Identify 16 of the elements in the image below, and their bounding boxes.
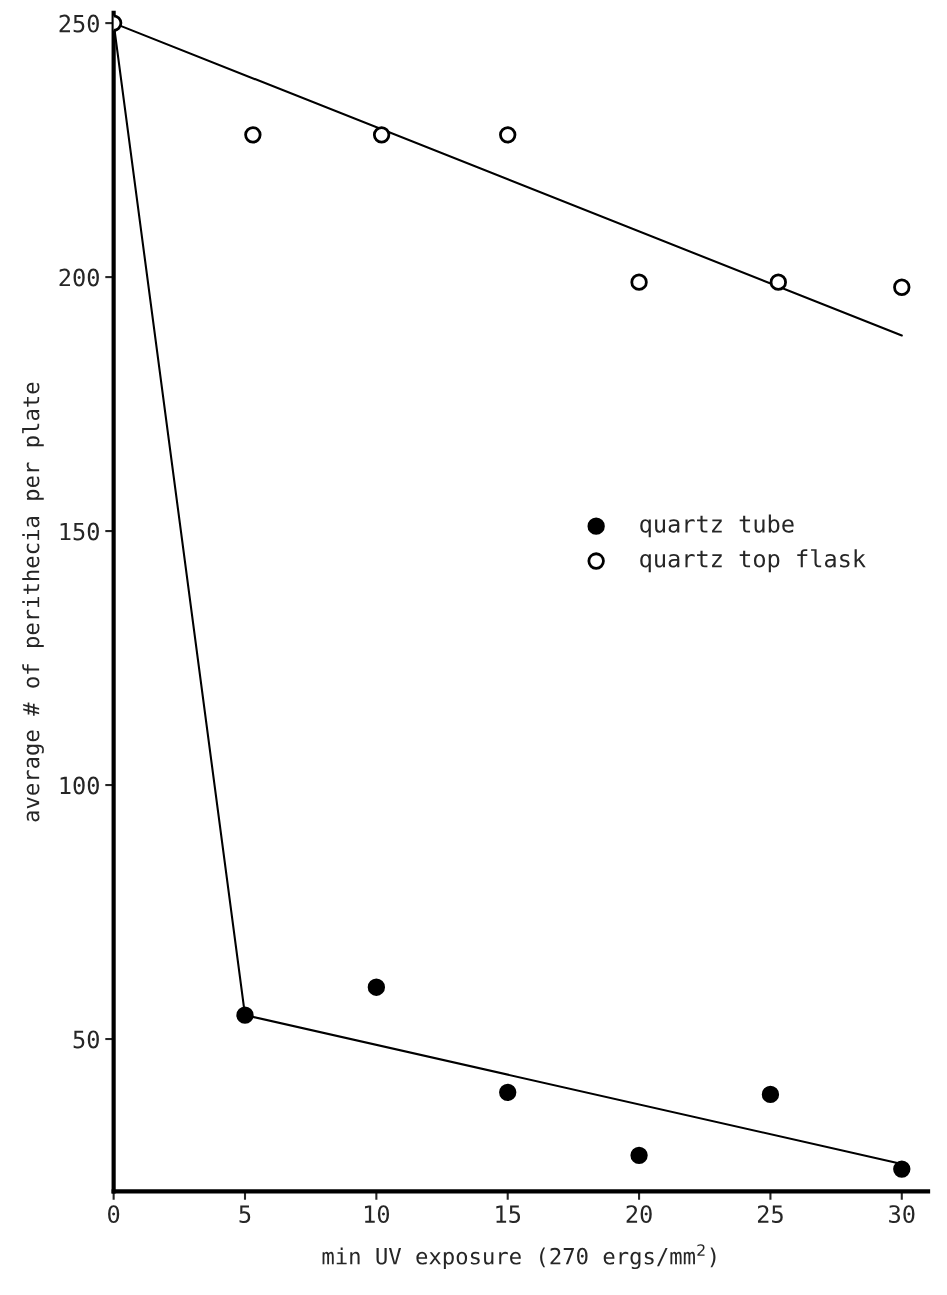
x-tick-label: 20 <box>626 1205 652 1223</box>
y-tick-label: 250 <box>59 14 99 33</box>
x-tick-label: 0 <box>108 1205 120 1223</box>
legend-label: quartz tube <box>640 514 794 538</box>
y-tick-label: 100 <box>60 776 99 795</box>
x-tick-label: 30 <box>889 1205 915 1223</box>
y-tick-label: 150 <box>60 522 99 541</box>
legend-label: quartz top flask <box>640 549 866 573</box>
y-axis-title: average # of perithecia per plate <box>22 382 44 822</box>
x-tick-label: 25 <box>757 1205 783 1223</box>
x-axis-title: min UV exposure (270 ergs/mm$^{2}$) <box>322 1244 716 1270</box>
x-tick-label: 5 <box>239 1205 251 1223</box>
x-tick-label: 15 <box>496 1205 521 1223</box>
x-tick-label: 10 <box>364 1205 390 1223</box>
y-tick-label: 200 <box>59 268 99 287</box>
y-tick-label: 50 <box>73 1030 99 1049</box>
